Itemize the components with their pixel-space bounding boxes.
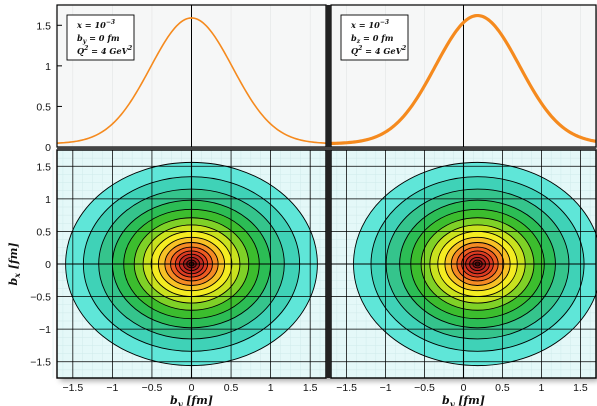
legend-text: Q2 = 4 GeV2 [351,45,406,56]
y-tick-label: 0.5 [36,226,51,238]
panel-separator [326,5,331,378]
y-tick-label: 1.5 [36,161,51,173]
x-tick-label: 1.5 [573,382,588,394]
x-tick-label: −0.5 [142,382,163,394]
x-tick-label: 0.5 [495,382,510,394]
y-tick-label: −1 [39,324,51,336]
x-axis-label: by [fm] [170,394,213,406]
y-tick-label: 1.5 [36,20,51,32]
legend-text: bz = 0 fm [351,33,394,45]
y-tick-label: 0.5 [36,101,51,113]
panel-separator [57,147,596,150]
legend-box [340,14,409,61]
x-tick-label: 0 [461,382,467,394]
x-tick-label: 1 [539,382,545,394]
x-axis-label: by [fm] [442,394,485,406]
y-axis-label: bx [fm] [7,242,22,285]
legend-box [66,14,135,61]
x-tick-label: −0.5 [414,382,435,394]
distribution-curve [56,17,327,144]
x-tick-label: 0.5 [224,382,239,394]
x-tick-label: 0 [189,382,195,394]
y-tick-label: −0.5 [30,292,51,304]
legend-text: Q2 = 4 GeV2 [77,45,132,56]
y-tick-label: −1.5 [30,357,51,369]
x-tick-label: −1.5 [62,382,83,394]
x-tick-label: −1.5 [336,382,357,394]
y-tick-label: 0 [45,142,51,154]
x-tick-label: 1.5 [303,382,318,394]
x-tick-label: 1 [268,382,274,394]
y-tick-label: 1 [45,194,51,206]
x-tick-label: −1 [106,382,118,394]
distribution-curve [330,13,597,146]
y-tick-label: 1 [45,61,51,73]
legend-text: x = 10−3 [350,19,389,30]
legend-text: x = 10−3 [76,19,115,30]
legend-text: by = 0 fm [77,33,120,45]
x-tick-label: −1 [380,382,392,394]
y-tick-label: 0 [45,259,51,271]
